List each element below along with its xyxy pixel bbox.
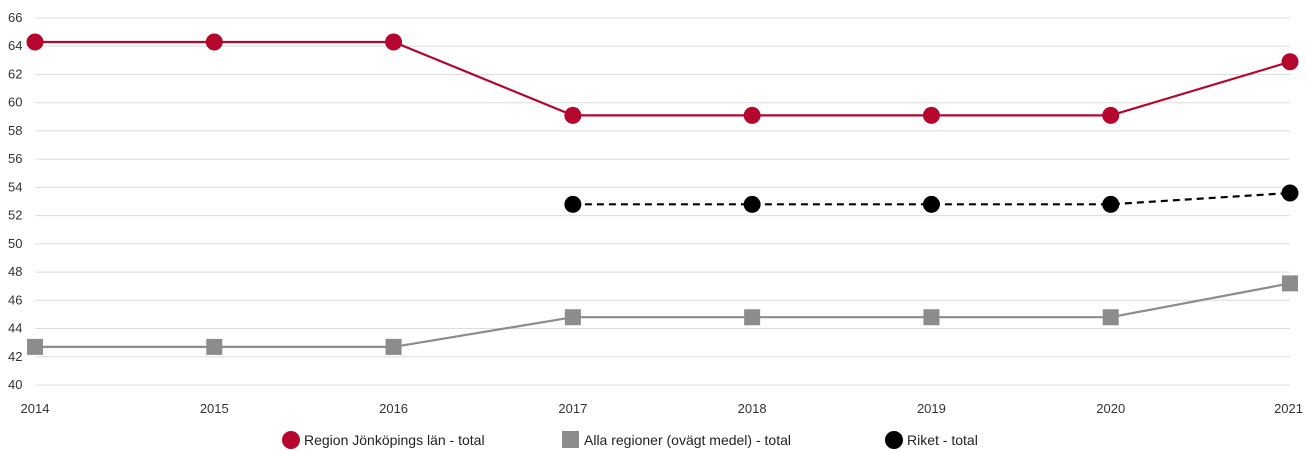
data-point[interactable] — [205, 33, 223, 51]
y-tick-label: 48 — [8, 264, 22, 279]
y-tick-label: 50 — [8, 236, 22, 251]
data-point[interactable] — [1102, 195, 1120, 213]
data-point[interactable] — [923, 309, 940, 326]
series-1 — [27, 275, 1298, 355]
y-tick-label: 60 — [8, 95, 22, 110]
y-tick-label: 46 — [8, 292, 22, 307]
data-point[interactable] — [1281, 53, 1299, 71]
data-point[interactable] — [27, 338, 43, 355]
x-axis-ticks: 2014 2015 2016 2017 2018 2019 2020 2021 — [21, 401, 1303, 416]
series-0 — [26, 33, 1299, 124]
series-layer — [26, 33, 1299, 355]
x-tick-label: 2017 — [558, 401, 587, 416]
data-point[interactable] — [564, 106, 582, 124]
y-tick-label: 44 — [8, 321, 22, 336]
data-point[interactable] — [743, 195, 761, 213]
legend-item[interactable]: Alla regioner (ovägt medel) - total — [562, 431, 791, 448]
legend-marker — [562, 431, 579, 448]
x-tick-label: 2019 — [917, 401, 946, 416]
legend-marker — [885, 431, 903, 449]
y-tick-label: 66 — [8, 10, 22, 25]
grid-layer — [35, 17, 1290, 386]
data-point[interactable] — [922, 106, 940, 124]
y-tick-label: 40 — [8, 377, 22, 392]
data-point[interactable] — [385, 338, 402, 355]
legend: Region Jönköpings län - total Alla region… — [282, 431, 978, 449]
y-axis-ticks: 40 42 44 46 48 50 52 54 56 58 60 62 64 66 — [8, 10, 22, 392]
series-2 — [564, 184, 1299, 213]
data-point[interactable] — [206, 338, 223, 355]
y-tick-label: 56 — [8, 151, 22, 166]
x-tick-label: 2016 — [379, 401, 408, 416]
series-line — [35, 40, 1291, 117]
legend-item[interactable]: Riket - total — [885, 431, 978, 449]
data-point[interactable] — [1102, 106, 1120, 124]
legend-item[interactable]: Region Jönköpings län - total — [282, 431, 485, 449]
legend-label: Riket - total — [907, 432, 978, 448]
legend-marker — [282, 431, 300, 449]
data-point[interactable] — [744, 309, 761, 326]
x-tick-label: 2014 — [21, 401, 50, 416]
data-point[interactable] — [1102, 309, 1119, 326]
data-point[interactable] — [743, 106, 761, 124]
y-tick-label: 58 — [8, 123, 22, 138]
y-tick-label: 42 — [8, 349, 22, 364]
x-tick-label: 2015 — [200, 401, 229, 416]
data-point[interactable] — [385, 33, 403, 51]
y-tick-label: 62 — [8, 66, 22, 81]
data-point[interactable] — [922, 195, 940, 213]
data-point[interactable] — [564, 309, 581, 326]
y-tick-label: 54 — [8, 179, 22, 194]
data-point[interactable] — [564, 195, 582, 213]
y-tick-label: 64 — [8, 38, 22, 53]
y-tick-label: 52 — [8, 208, 22, 223]
x-tick-label: 2021 — [1274, 401, 1303, 416]
data-point[interactable] — [1281, 184, 1299, 202]
data-point[interactable] — [26, 33, 44, 51]
legend-label: Alla regioner (ovägt medel) - total — [584, 432, 791, 448]
legend-label: Region Jönköpings län - total — [304, 432, 485, 448]
data-point[interactable] — [1282, 275, 1298, 292]
series-line — [35, 282, 1291, 348]
x-tick-label: 2020 — [1096, 401, 1125, 416]
x-tick-label: 2018 — [738, 401, 767, 416]
